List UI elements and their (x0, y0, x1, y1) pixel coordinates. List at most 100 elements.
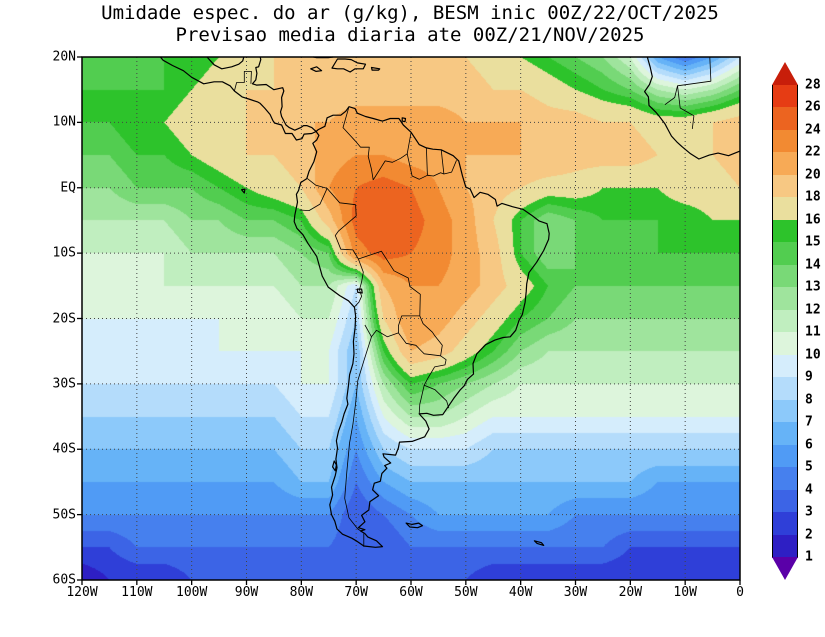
colorbar-cell (772, 422, 798, 446)
colorbar-label: 6 (805, 437, 813, 453)
south-america-coast (293, 106, 550, 548)
colorbar-cell (772, 354, 798, 378)
south-georgia-island (533, 540, 545, 546)
y-axis-label: 10N (52, 114, 76, 130)
colorbar-cell (772, 512, 798, 536)
x-axis-label: 20W (618, 585, 643, 600)
colorbar-cell (772, 242, 798, 266)
colorbar-label: 10 (805, 347, 821, 363)
country-border (426, 147, 428, 176)
colorbar-label: 7 (805, 414, 813, 430)
colorbar-cell (772, 152, 798, 176)
colorbar-cell (772, 399, 798, 423)
y-axis-label: 10S (52, 245, 76, 261)
y-axis-label: EQ (60, 180, 76, 196)
colorbar-label: 18 (805, 189, 821, 205)
country-border (334, 204, 359, 260)
country-border (440, 149, 445, 175)
y-axis-label: 50S (52, 507, 76, 523)
colorbar-label: 3 (805, 504, 813, 520)
colorbar-cell (772, 264, 798, 288)
galapagos-island (241, 188, 246, 194)
country-border (664, 56, 712, 106)
colorbar-label: 4 (805, 482, 813, 498)
x-axis-label: 100W (176, 585, 208, 600)
country-border (398, 332, 441, 357)
colorbar-label: 28 (805, 77, 821, 93)
x-axis-label: 90W (234, 585, 259, 600)
colorbar-cell (772, 107, 798, 131)
chiloe-island (332, 460, 337, 472)
trinidad-island (401, 117, 407, 123)
x-axis-label: 0 (736, 585, 744, 600)
colorbar-label: 22 (805, 144, 821, 160)
country-border (364, 315, 420, 338)
central-america-pacific-coast (159, 56, 317, 141)
colorbar-label: 1 (805, 549, 813, 565)
chart-title: Umidade espec. do ar (g/kg), BESM inic 0… (60, 2, 760, 46)
colorbar-cell (772, 377, 798, 401)
country-border (307, 178, 356, 206)
country-border (342, 106, 374, 180)
colorbar-arrow-low (772, 557, 798, 580)
country-border (372, 132, 412, 181)
west-africa-coast (644, 56, 741, 160)
gulf-of-campeche-coast (206, 56, 245, 70)
country-border (419, 315, 443, 356)
falkland-islands (405, 522, 424, 529)
colorbar-label: 5 (805, 459, 813, 475)
colorbar-label: 2 (805, 527, 813, 543)
colorbar-cell (772, 219, 798, 243)
x-axis-label: 40W (508, 585, 533, 600)
colorbar-cell (772, 287, 798, 311)
colorbar-cell (772, 534, 798, 558)
colorbar-cell (772, 444, 798, 468)
colorbar-arrow-high (772, 62, 798, 85)
lake-titicaca (356, 288, 363, 294)
y-axis-label: 30S (52, 376, 76, 392)
colorbar-cell (772, 197, 798, 221)
colorbar-label: 14 (805, 257, 821, 273)
colorbar-cell (772, 467, 798, 491)
colorbar-label: 12 (805, 302, 821, 318)
colorbar-cell (772, 174, 798, 198)
country-border (677, 85, 695, 129)
hispaniola-island (331, 58, 367, 73)
jamaica-island (310, 66, 323, 72)
x-axis-label: 30W (563, 585, 588, 600)
country-border (353, 258, 364, 308)
country-border (344, 336, 372, 534)
colorbar-cell (772, 489, 798, 513)
colorbar-cell (772, 309, 798, 333)
country-border (424, 384, 450, 409)
y-axis-label: 40S (52, 441, 76, 457)
colorbar-label: 11 (805, 324, 821, 340)
colorbar-label: 8 (805, 392, 813, 408)
colorbar-label: 13 (805, 279, 821, 295)
x-axis-label: 50W (454, 585, 478, 600)
colorbar-label: 24 (805, 122, 821, 138)
country-border (358, 250, 421, 316)
y-axis-label: 60S (52, 572, 76, 588)
colorbar-cell (772, 85, 798, 109)
x-axis-label: 10W (673, 585, 697, 600)
country-border (418, 355, 447, 414)
colorbar-label: 16 (805, 212, 821, 228)
colorbar-cell (772, 332, 798, 356)
chart-title-line1: Umidade espec. do ar (g/kg), BESM inic 0… (101, 2, 719, 24)
y-axis-label: 20S (52, 311, 76, 326)
colorbar-label: 9 (805, 369, 813, 385)
country-border (299, 188, 328, 211)
country-border (234, 71, 252, 92)
colorbar-label: 15 (805, 234, 821, 250)
x-axis-label: 60W (399, 585, 423, 600)
colorbar-label: 26 (805, 99, 821, 115)
colorbar-label: 20 (805, 167, 821, 183)
country-border (406, 153, 457, 180)
x-axis-label: 80W (289, 585, 314, 600)
colorbar-cell (772, 129, 798, 153)
y-axis-label: 20N (52, 49, 76, 65)
puerto-rico-island (370, 66, 381, 71)
